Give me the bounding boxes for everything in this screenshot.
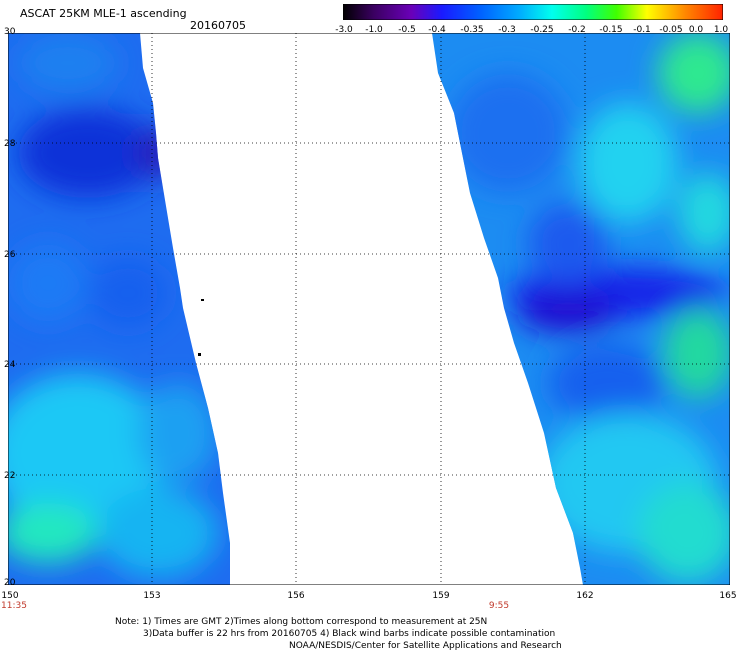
colorbar-label: -0.35 bbox=[460, 25, 484, 35]
lat-label: 24 bbox=[4, 360, 16, 370]
note-line: NOAA/NESDIS/Center for Satellite Applica… bbox=[289, 641, 562, 651]
colorbar-label: -0.2 bbox=[568, 25, 586, 35]
colorbar-label: -0.5 bbox=[398, 25, 416, 35]
note-line: Note: 1) Times are GMT 2)Times along bot… bbox=[115, 617, 488, 627]
lon-label: 150 bbox=[1, 591, 19, 601]
colorbar-label: -0.15 bbox=[599, 25, 623, 35]
wind-barb-mark bbox=[201, 299, 204, 301]
colorbar-labels: -3.0 -1.0 -0.5 -0.4 -0.35 -0.3 -0.25 -0.… bbox=[330, 25, 730, 37]
lon-label: 162 bbox=[576, 591, 594, 601]
lon-label: 165 bbox=[719, 591, 737, 601]
lat-label: 20 bbox=[4, 578, 16, 588]
colorbar-label: -0.4 bbox=[428, 25, 446, 35]
note-line: 3)Data buffer is 22 hrs from 20160705 4)… bbox=[143, 629, 556, 639]
lon-label: 156 bbox=[287, 591, 305, 601]
lat-label: 30 bbox=[4, 27, 16, 37]
lon-label: 153 bbox=[143, 591, 161, 601]
lat-label: 22 bbox=[4, 471, 16, 481]
swath-time: 11:35 bbox=[1, 601, 27, 611]
graticule bbox=[8, 33, 730, 585]
colorbar-label: 0.0 bbox=[688, 25, 704, 35]
map-date: 20160705 bbox=[190, 19, 246, 32]
lat-label: 28 bbox=[4, 139, 16, 149]
wind-map bbox=[8, 33, 730, 585]
wind-barb-mark bbox=[198, 353, 201, 356]
colorbar-label: -0.05 bbox=[659, 25, 683, 35]
colorbar-label: -3.0 bbox=[335, 25, 353, 35]
left-swath bbox=[8, 33, 230, 585]
colorbar-label: 1.0 bbox=[713, 25, 729, 35]
colorbar-label: -0.25 bbox=[530, 25, 554, 35]
colorbar-label: -0.1 bbox=[633, 25, 651, 35]
map-title: ASCAT 25KM MLE-1 ascending bbox=[20, 7, 187, 20]
lon-label: 159 bbox=[432, 591, 450, 601]
lat-label: 26 bbox=[4, 250, 16, 260]
right-swath bbox=[414, 33, 730, 585]
swath-time: 9:55 bbox=[488, 601, 510, 611]
footer-notes: Note: 1) Times are GMT 2)Times along bot… bbox=[115, 616, 562, 652]
colorbar bbox=[343, 4, 723, 20]
colorbar-label: -1.0 bbox=[365, 25, 383, 35]
colorbar-label: -0.3 bbox=[498, 25, 516, 35]
